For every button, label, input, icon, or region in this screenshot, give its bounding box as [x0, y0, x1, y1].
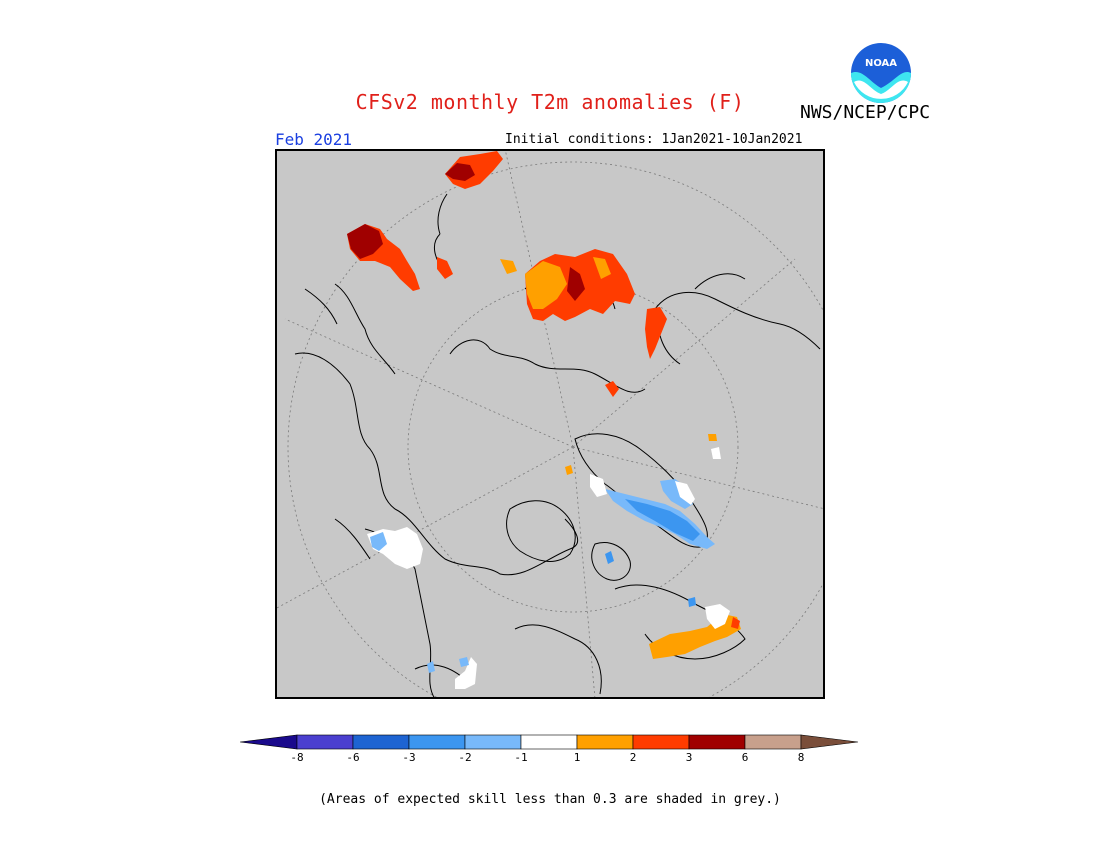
agency-label: NWS/NCEP/CPC [800, 102, 931, 123]
colorbar-tick-label: -1 [514, 751, 527, 764]
colorbar-tick-label: 6 [742, 751, 749, 764]
initial-conditions: Initial conditions: 1Jan2021-10Jan2021 [505, 132, 803, 147]
forecast-month: Feb 2021 [275, 130, 353, 149]
colorbar-right-arrow [800, 734, 859, 750]
warm-anomalies [347, 151, 741, 659]
colorbar-bin [464, 734, 522, 750]
colorbar-tick-label: 3 [686, 751, 693, 764]
footnote: (Areas of expected skill less than 0.3 a… [319, 792, 781, 807]
colorbar-tick-label: -6 [346, 751, 359, 764]
polar-map [275, 149, 825, 699]
colorbar-bin [744, 734, 802, 750]
colorbar: -8 -6 -3 -2 -1 1 2 3 6 8 [239, 728, 860, 768]
colorbar-bin [296, 734, 354, 750]
colorbar-left-arrow [239, 734, 298, 750]
colorbar-tick-label: 8 [798, 751, 805, 764]
map-frame [275, 149, 825, 699]
colorbar-bin [352, 734, 410, 750]
colorbar-bin [520, 734, 578, 750]
noaa-logo: NOAA [850, 42, 912, 104]
colorbar-tick-label: -8 [290, 751, 303, 764]
colorbar-bin [408, 734, 466, 750]
map-title: CFSv2 monthly T2m anomalies (F) [355, 90, 745, 114]
colorbar-tick-label: -2 [458, 751, 471, 764]
colorbar-bin [632, 734, 690, 750]
colorbar-tick-label: 2 [630, 751, 637, 764]
colorbar-bin [576, 734, 634, 750]
colorbar-tick-label: 1 [574, 751, 581, 764]
colorbar-tick-label: -3 [402, 751, 415, 764]
graticule [275, 149, 825, 699]
logo-text: NOAA [865, 58, 897, 69]
colorbar-bin [688, 734, 746, 750]
cool-anomalies [367, 447, 730, 689]
